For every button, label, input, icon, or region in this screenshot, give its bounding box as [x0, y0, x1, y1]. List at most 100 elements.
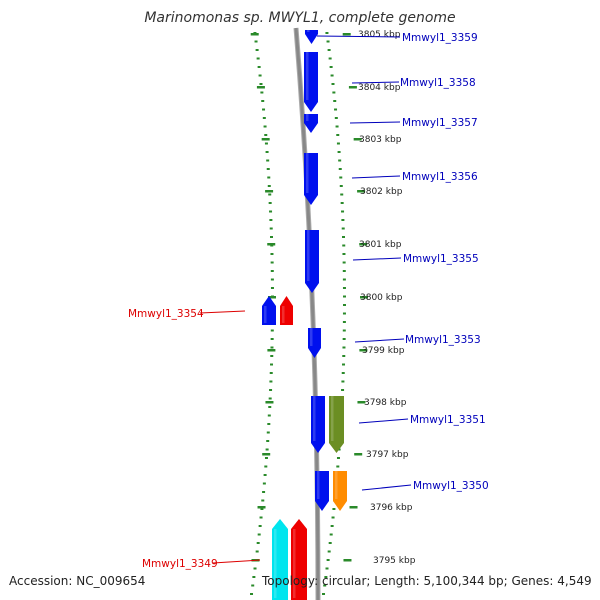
- kbp-tick-label: 3800 kbp: [360, 293, 403, 303]
- inner-ruler-dot: [250, 593, 254, 595]
- kbp-tick-label: 3796 kbp: [370, 503, 413, 513]
- outer-ruler-dot: [342, 304, 346, 306]
- genome-backbone-core: [294, 27, 320, 600]
- inner-ruler-dot: [270, 270, 274, 272]
- inner-major-tick: [250, 33, 259, 36]
- outer-ruler-dot: [342, 329, 346, 332]
- kbp-tick-label: 3805 kbp: [358, 30, 401, 40]
- leader-line: [212, 559, 261, 564]
- outer-ruler-dot: [326, 40, 330, 43]
- inner-ruler-dot: [265, 448, 269, 451]
- inner-ruler-dot: [268, 202, 272, 204]
- inner-major-tick: [261, 138, 270, 141]
- inner-ruler-dot: [262, 117, 266, 119]
- outer-ruler-dot: [336, 134, 340, 136]
- outer-ruler-dot: [342, 312, 346, 315]
- kbp-tick-label: 3799 kbp: [362, 346, 405, 356]
- inner-ruler-dot: [256, 57, 260, 60]
- gene-arrow: [333, 471, 347, 511]
- inner-ruler-dot: [264, 465, 268, 468]
- outer-ruler-dot: [341, 219, 345, 221]
- leader-line: [352, 257, 402, 261]
- inner-ruler-dot: [253, 567, 257, 570]
- leader-line: [349, 121, 401, 124]
- outer-ruler-dot: [342, 346, 346, 349]
- inner-major-tick: [267, 243, 276, 246]
- tick-layer: 3805 kbp 3804 kbp 3803 kbp 3802 kbp 3801 kbp…: [250, 30, 416, 595]
- outer-ruler-dot: [332, 91, 336, 94]
- inner-ruler-dot: [258, 74, 262, 77]
- inner-major-tick: [256, 86, 265, 89]
- inner-major-tick: [265, 190, 274, 193]
- inner-major-tick: [267, 296, 276, 299]
- inner-ruler-dot: [256, 542, 260, 544]
- inner-ruler-dot: [262, 491, 266, 493]
- major-tick: [359, 349, 368, 352]
- gene-arrow: [291, 519, 307, 600]
- outer-ruler-dot: [326, 559, 330, 561]
- outer-ruler-dot: [334, 117, 338, 119]
- gene-shading: [307, 230, 310, 281]
- inner-ruler-dot: [270, 355, 274, 357]
- gene-shading: [307, 30, 310, 32]
- leader-line: [358, 418, 409, 424]
- outer-ruler-dot: [329, 533, 333, 536]
- outer-ruler-dot: [331, 516, 335, 519]
- inner-ruler-dot: [269, 389, 273, 391]
- outer-ruler-dot: [341, 389, 345, 391]
- inner-ruler-dot: [257, 66, 261, 68]
- outer-ruler-dot: [332, 508, 336, 510]
- gene-label: Mmwyl1_3358: [400, 77, 476, 89]
- genome-backbone: [293, 27, 321, 600]
- outer-ruler-dot: [325, 567, 329, 570]
- inner-ruler-dot: [269, 380, 273, 383]
- inner-major-tick: [265, 401, 274, 404]
- outer-ruler-dot: [342, 261, 346, 264]
- inner-ruler-dot: [259, 83, 263, 85]
- topology-text: Topology: circular; Length: 5,100,344 bp…: [262, 574, 592, 588]
- gene-arrow: [304, 114, 318, 133]
- outer-ruler-dot: [342, 295, 346, 298]
- inner-ruler-dot: [267, 185, 271, 187]
- map-title: Marinomonas sp. MWYL1, complete genome: [144, 10, 456, 26]
- inner-ruler-dot: [270, 329, 274, 332]
- outer-ruler-dot: [327, 550, 331, 553]
- leader-line: [361, 484, 412, 491]
- inner-ruler-dot: [270, 346, 274, 349]
- inner-ruler-dot: [266, 159, 270, 162]
- backbone-layer: [293, 27, 321, 600]
- major-tick: [353, 138, 362, 141]
- inner-ruler-dot: [263, 125, 267, 128]
- kbp-tick-label: 3804 kbp: [358, 83, 401, 93]
- outer-ruler-dot: [342, 278, 346, 281]
- gene-shading: [306, 153, 309, 193]
- inner-ruler-dot: [267, 423, 271, 425]
- inner-ruler-dot: [270, 338, 274, 340]
- inner-ruler-dot: [264, 457, 268, 459]
- inner-ruler-dot: [267, 176, 271, 179]
- gene-shading: [306, 52, 309, 100]
- gene-shading: [282, 306, 285, 323]
- inner-ruler-dot: [258, 525, 262, 527]
- outer-ruler-dot: [336, 142, 340, 145]
- gene-label: Mmwyl1_3356: [402, 171, 478, 183]
- outer-ruler-dot: [342, 253, 346, 255]
- kbp-tick-label: 3798 kbp: [364, 398, 407, 408]
- kbp-tick-label: 3802 kbp: [360, 187, 403, 197]
- gene-shading: [274, 529, 277, 598]
- inner-ruler-dot: [264, 142, 268, 145]
- inner-ruler-dot: [269, 372, 273, 374]
- major-tick: [348, 86, 357, 89]
- gene-arrow: [262, 296, 276, 325]
- gene-arrow: [280, 296, 293, 325]
- outer-ruler-dot: [342, 244, 346, 247]
- inner-ruler-dot: [268, 406, 272, 408]
- inner-ruler-dot: [251, 584, 255, 587]
- inner-ruler-dot: [269, 236, 273, 238]
- gene-label: Mmwyl1_3359: [402, 32, 478, 44]
- outer-ruler-dot: [329, 66, 333, 68]
- inner-ruler-dot: [268, 193, 272, 196]
- outer-ruler-dot: [342, 321, 346, 323]
